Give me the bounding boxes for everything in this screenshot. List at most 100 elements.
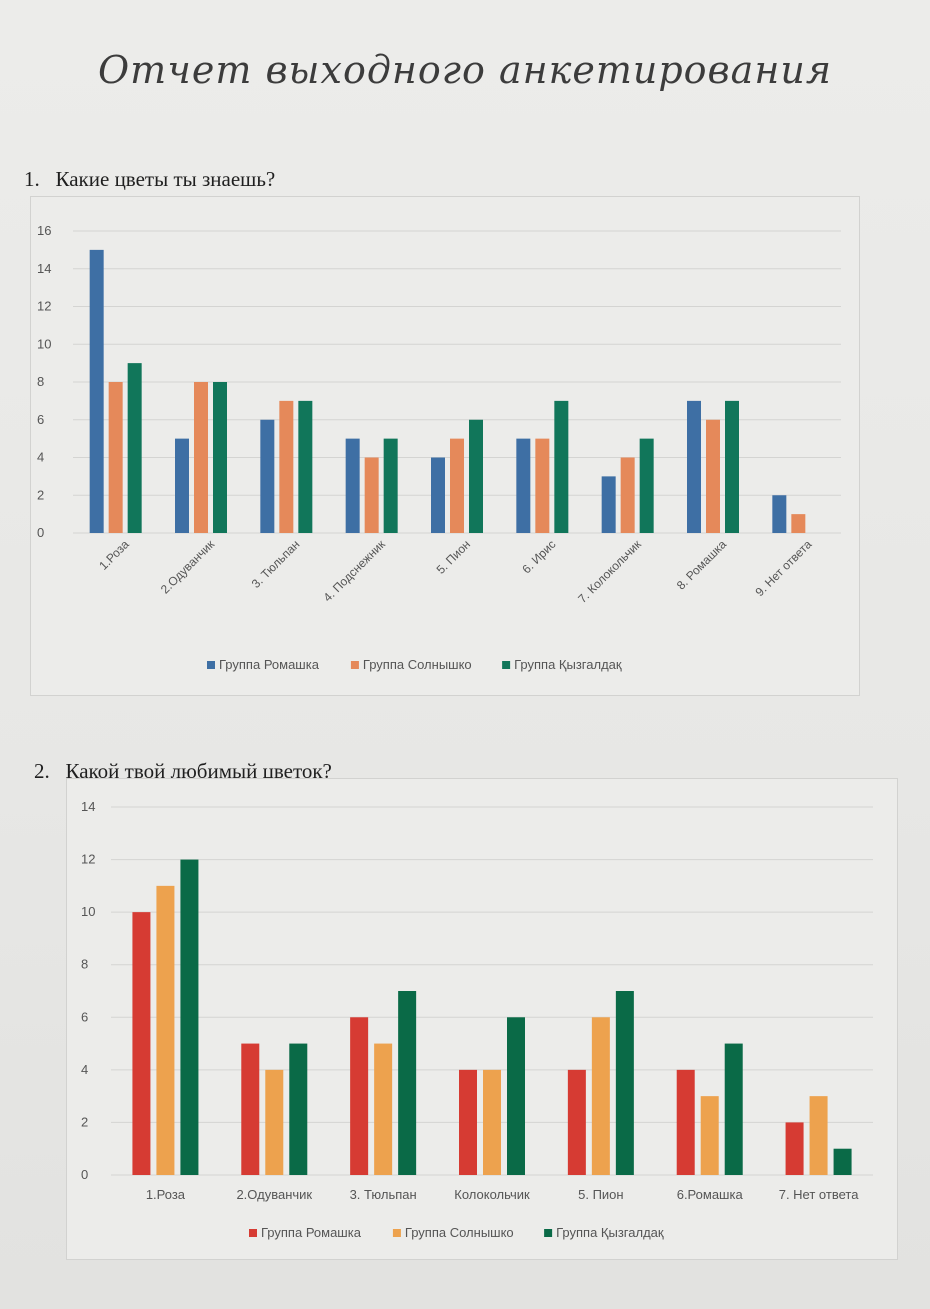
chart-1-y-tick-label: 16 — [37, 223, 51, 238]
chart-2-bar — [350, 1017, 369, 1175]
chart-1-y-tick-label: 8 — [37, 374, 44, 389]
chart-1-category-label: 2.Одуванчик — [158, 537, 218, 597]
chart-1-y-tick-label: 6 — [37, 412, 44, 427]
chart-1-frame: 0 2 4 6 8 10 12 14 16 1.Роза 2.Одуванчик 3. Тюльпан… — [30, 196, 860, 696]
chart-2-bar — [265, 1069, 284, 1175]
chart-1-bar — [127, 363, 142, 533]
chart-1-legend-label: Группа Қызгалдақ — [514, 657, 622, 672]
chart-2: 0 2 4 6 8 10 12 14 1.Роза 2.Одуванчик 3. Тюльпан Ко… — [81, 799, 873, 1240]
chart-2-bar — [483, 1069, 501, 1175]
chart-2-y-tick-label: 8 — [81, 957, 88, 972]
chart-1-legend-swatch — [350, 661, 359, 669]
chart-1-bar — [298, 400, 313, 533]
chart-1-category-label: 3. Тюльпан — [249, 537, 303, 591]
question-1-text: Какие цветы ты знаешь? — [55, 167, 276, 191]
chart-2-category-label: 2.Одуванчик — [236, 1187, 312, 1202]
chart-1-category-label: 6. Ирис — [519, 537, 558, 576]
chart-1-bar — [383, 438, 398, 533]
chart-1-y-tick-label: 14 — [37, 261, 51, 276]
chart-1-category-label: 9. Нет ответа — [753, 537, 815, 599]
chart-1-bar — [260, 419, 275, 533]
chart-2-y-tick-label: 12 — [81, 852, 95, 867]
question-1: 1. Какие цветы ты знаешь? — [24, 167, 275, 192]
chart-2-legend-swatch — [544, 1229, 553, 1237]
chart-2-category-label: 7. Нет ответа — [779, 1187, 859, 1202]
chart-1-bar — [554, 400, 569, 533]
chart-1-bar — [772, 495, 787, 533]
chart-2-bar — [241, 1043, 260, 1175]
chart-1-bar — [601, 476, 616, 533]
chart-2-legend-swatch — [392, 1229, 401, 1237]
chart-2-category-label: Колокольчик — [454, 1187, 530, 1202]
chart-2-y-tick-label: 10 — [81, 904, 95, 919]
chart-2-category-label: 3. Тюльпан — [350, 1187, 417, 1202]
chart-1-bar — [213, 382, 227, 533]
chart-1-bar — [791, 514, 806, 533]
chart-2-y-tick-label: 4 — [81, 1062, 88, 1077]
chart-2-bar — [724, 1043, 743, 1175]
chart-2-bar — [700, 1096, 719, 1175]
chart-1-category-label: 8. Ромашка — [674, 537, 730, 593]
chart-2-bar — [809, 1096, 828, 1175]
chart-1-bar — [535, 438, 550, 533]
chart-1-category-label: 1.Роза — [96, 537, 132, 573]
chart-2-bar — [180, 859, 199, 1175]
chart-1-y-tick-label: 0 — [37, 525, 44, 540]
chart-1-bar — [108, 382, 123, 533]
chart-1-y-tick-label: 10 — [37, 336, 51, 351]
chart-2-bar — [132, 912, 151, 1175]
question-2-number: 2. — [34, 759, 50, 783]
chart-1-y-tick-label: 12 — [37, 299, 51, 314]
chart-2-legend-swatch — [249, 1229, 257, 1237]
chart-1-bar — [364, 457, 379, 533]
chart-1-bar — [431, 457, 445, 533]
chart-1-bar — [639, 438, 654, 533]
chart-2-category-label: 6.Ромашка — [677, 1187, 744, 1202]
chart-1-category-label: 5. Пион — [434, 537, 474, 577]
chart-2-bar — [398, 991, 417, 1175]
chart-1-bar — [175, 438, 189, 533]
chart-2-y-tick-label: 6 — [81, 1009, 88, 1024]
chart-2-bar — [156, 885, 175, 1175]
chart-1-legend-swatch — [502, 661, 511, 669]
chart-1-y-tick-label: 2 — [37, 487, 44, 502]
chart-2-bar — [507, 1017, 525, 1175]
chart-2-bar — [591, 1017, 610, 1175]
chart-2-y-tick-label: 14 — [81, 799, 95, 814]
chart-2-y-tick-label: 2 — [81, 1114, 88, 1129]
chart-1-legend-swatch — [207, 661, 215, 669]
chart-1-bar — [725, 400, 739, 533]
document-title: Отчет выходного анкетирования — [98, 48, 832, 92]
chart-1-category-label: 7. Колокольчик — [575, 537, 644, 606]
chart-2-bar — [615, 991, 634, 1175]
chart-2-bar — [567, 1069, 586, 1175]
chart-1-bar — [279, 400, 294, 533]
chart-2-legend-label: Группа Солнышко — [405, 1225, 514, 1240]
chart-1-bar — [469, 419, 483, 533]
chart-1-y-tick-label: 4 — [37, 450, 44, 465]
chart-1-bar — [194, 382, 208, 533]
chart-2-bar — [289, 1043, 308, 1175]
chart-1-bar — [687, 400, 701, 533]
chart-1-legend-label: Группа Солнышко — [363, 657, 472, 672]
chart-2-category-label: 1.Роза — [146, 1187, 186, 1202]
chart-1-bar — [516, 438, 531, 533]
chart-2-category-label: 5. Пион — [578, 1187, 623, 1202]
chart-2-bar — [785, 1122, 804, 1175]
chart-1-bar — [706, 419, 720, 533]
chart-1-bar — [620, 457, 635, 533]
chart-1-legend-label: Группа Ромашка — [219, 657, 320, 672]
chart-1-category-label: 4. Подснежник — [321, 537, 389, 605]
chart-1-bar — [450, 438, 464, 533]
chart-1: 0 2 4 6 8 10 12 14 16 1.Роза 2.Одуванчик 3. Тюльпан… — [37, 223, 841, 672]
chart-1-bar — [89, 249, 104, 533]
chart-2-legend-label: Группа Ромашка — [261, 1225, 362, 1240]
chart-2-frame: 0 2 4 6 8 10 12 14 1.Роза 2.Одуванчик 3. Тюльпан Ко… — [66, 778, 898, 1260]
chart-2-y-tick-label: 0 — [81, 1167, 88, 1182]
chart-2-legend-label: Группа Қызгалдақ — [556, 1225, 664, 1240]
chart-2-bar — [374, 1043, 393, 1175]
chart-2-bar — [459, 1069, 477, 1175]
chart-1-bar — [345, 438, 360, 533]
chart-2-bar — [676, 1069, 695, 1175]
question-1-number: 1. — [24, 167, 40, 191]
